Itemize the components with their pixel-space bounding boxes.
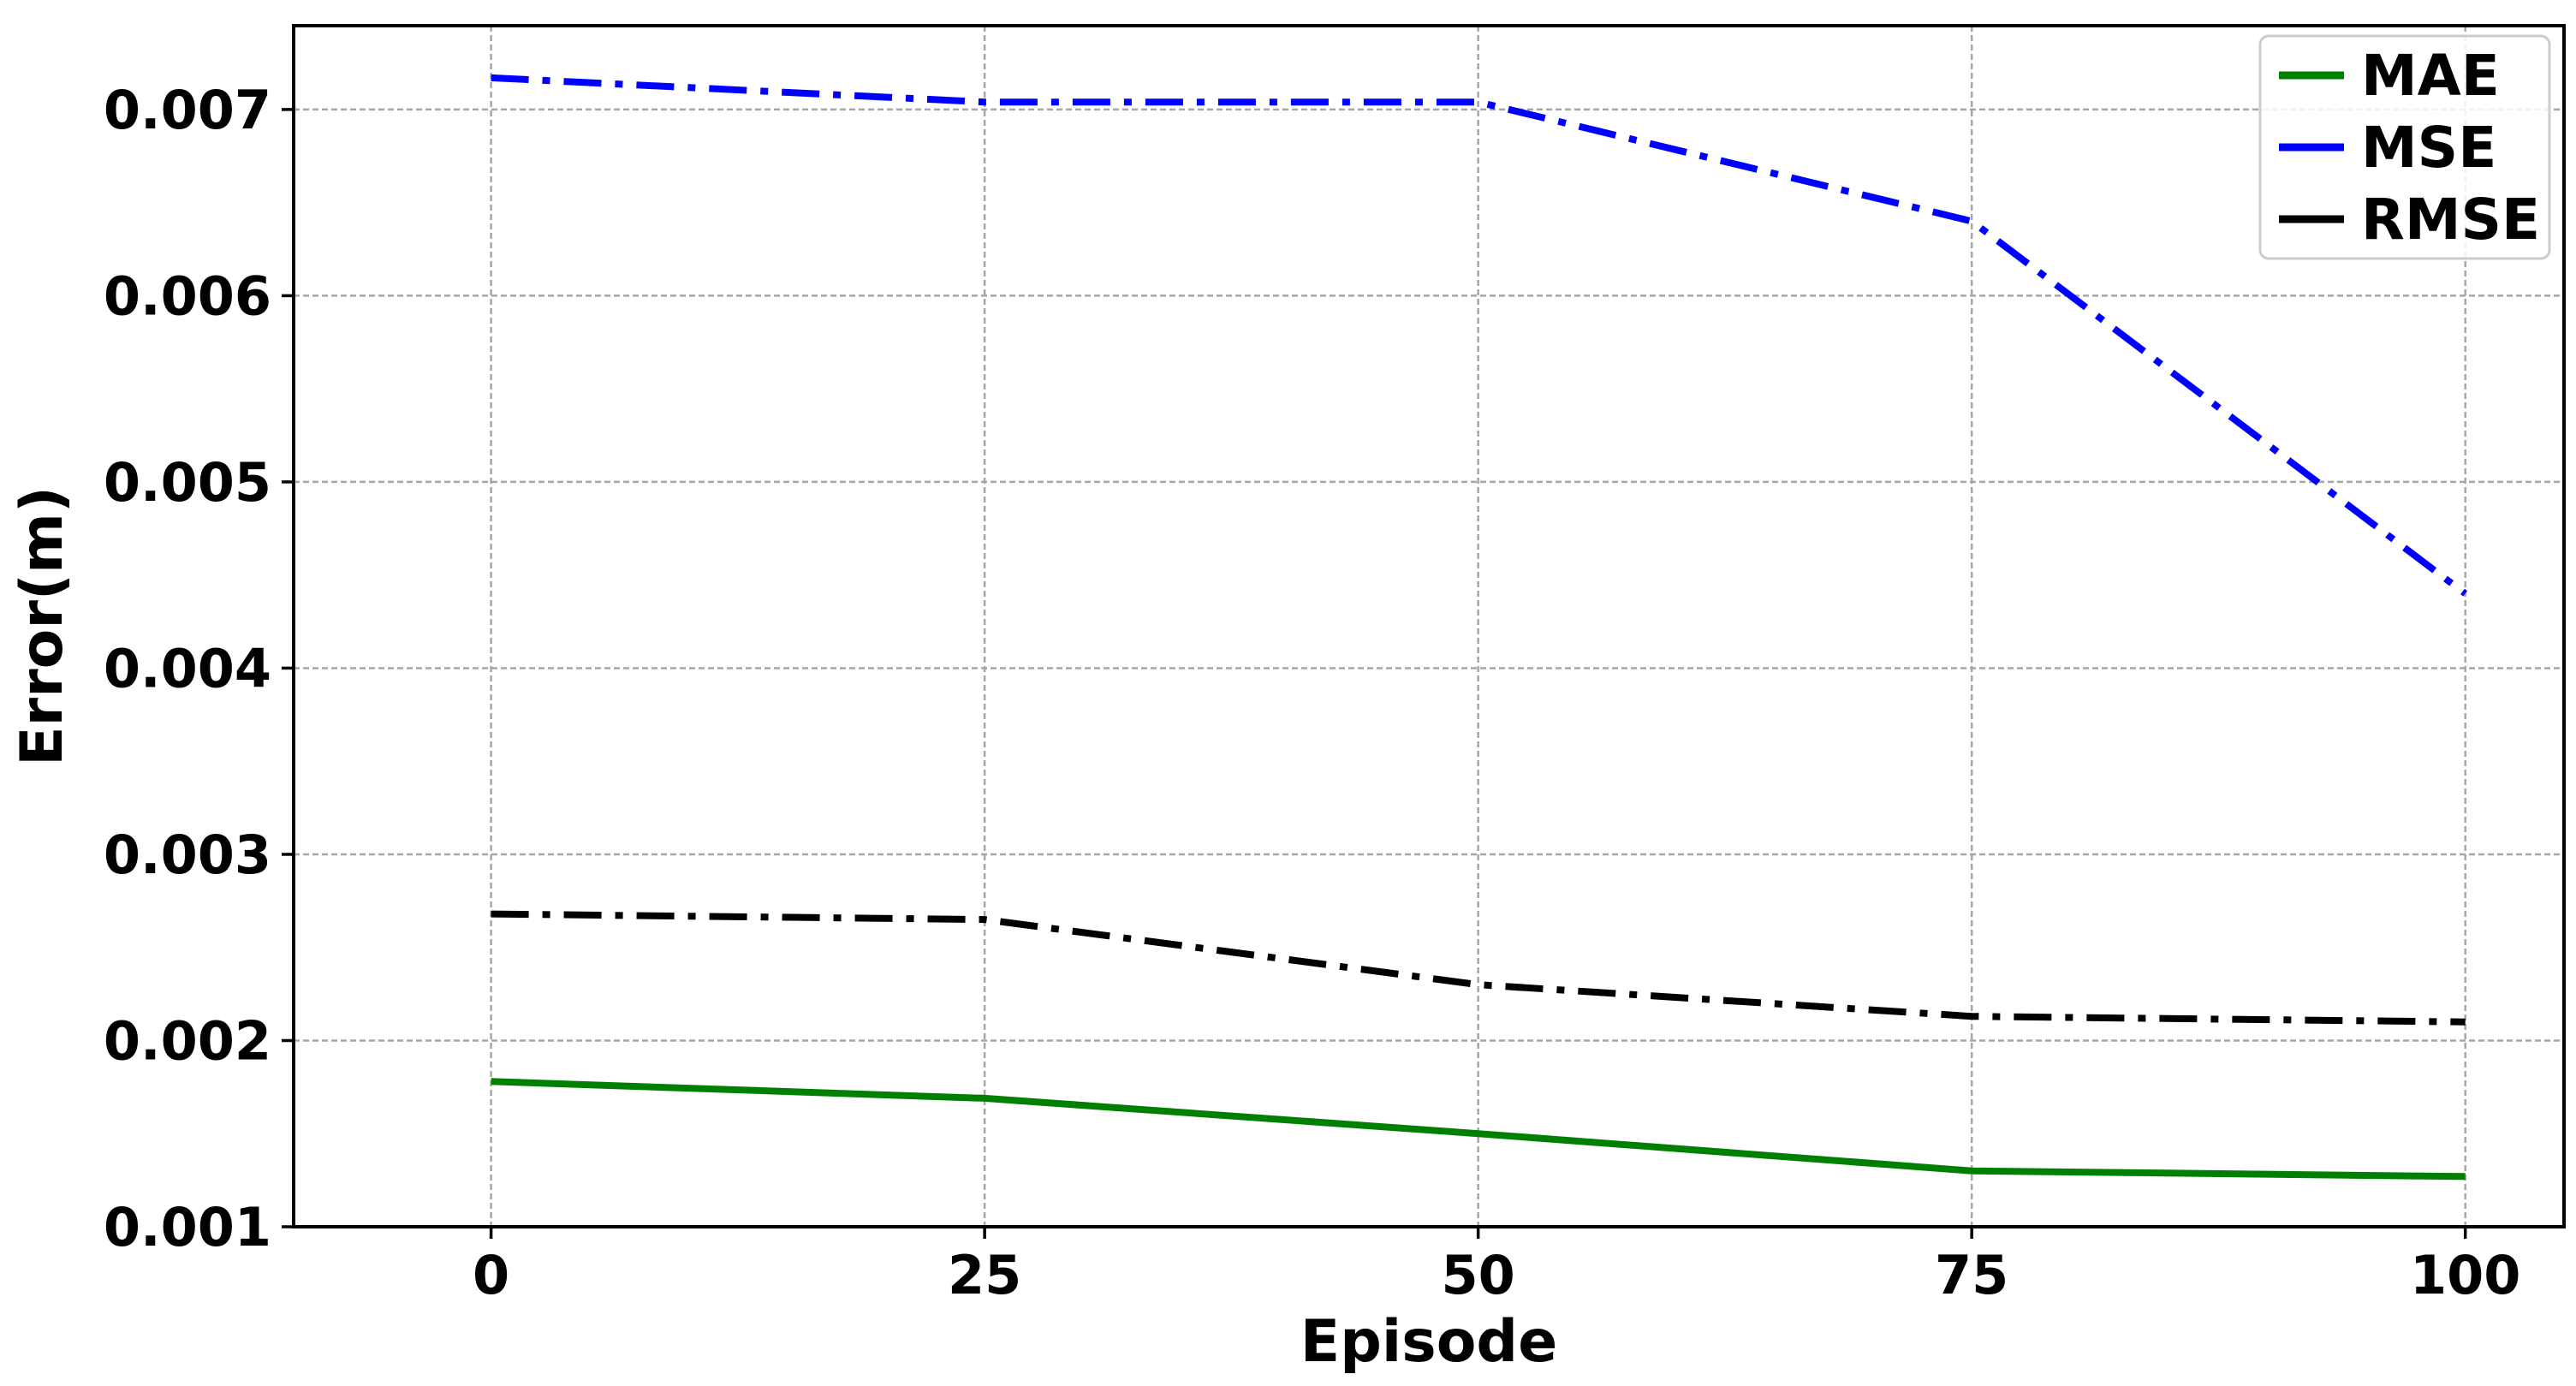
legend-label-mse: MSE xyxy=(2361,115,2496,181)
data-point-rmse xyxy=(1968,1013,1975,1020)
data-point-mse xyxy=(2462,590,2469,597)
y-tick-label: 0.003 xyxy=(104,824,271,886)
grid-lines xyxy=(294,26,2564,1228)
x-tick-label: 0 xyxy=(473,1244,509,1306)
data-point-rmse xyxy=(2462,1019,2469,1026)
y-tick-label: 0.004 xyxy=(104,637,271,699)
x-tick-label: 100 xyxy=(2410,1244,2520,1306)
legend-label-mae: MAE xyxy=(2361,43,2500,109)
series-mae xyxy=(488,1078,2469,1181)
plot-frame xyxy=(292,24,2566,1228)
y-tick-label: 0.001 xyxy=(104,1196,271,1258)
y-tick-label: 0.002 xyxy=(104,1009,271,1072)
y-axis-title: Error(m) xyxy=(9,486,76,766)
data-point-mae xyxy=(2462,1173,2469,1180)
x-tick-label: 25 xyxy=(948,1244,1021,1306)
data-point-mae xyxy=(1475,1130,1482,1137)
data-point-mse xyxy=(1475,98,1482,105)
data-point-rmse xyxy=(488,911,495,918)
x-axis-title: Episode xyxy=(1300,1308,1557,1376)
data-point-mse xyxy=(488,74,495,81)
axis-ticks: 0 25 50 75 100 0.001 0.002 0.003 0.004 0.005 0.006… xyxy=(104,79,2521,1306)
data-point-mae xyxy=(1968,1168,1975,1175)
x-tick-label: 50 xyxy=(1442,1244,1515,1306)
series-mse xyxy=(488,74,2469,597)
legend-box xyxy=(2258,34,2551,260)
series-line-mae xyxy=(491,1078,2466,1181)
series-line-mse xyxy=(491,74,2468,597)
data-point-mae xyxy=(981,1095,988,1102)
y-tick-label: 0.005 xyxy=(104,451,271,514)
data-point-rmse xyxy=(1475,981,1482,988)
data-point-rmse xyxy=(981,916,988,923)
data-point-mae xyxy=(488,1078,495,1085)
y-tick-label: 0.006 xyxy=(104,265,271,327)
series-lines xyxy=(488,74,2469,1181)
y-tick-label: 0.007 xyxy=(104,79,271,141)
x-tick-label: 75 xyxy=(1935,1244,2008,1306)
legend-label-rmse: RMSE xyxy=(2361,187,2540,253)
data-point-mse xyxy=(1968,217,1975,224)
data-point-mse xyxy=(981,98,988,105)
